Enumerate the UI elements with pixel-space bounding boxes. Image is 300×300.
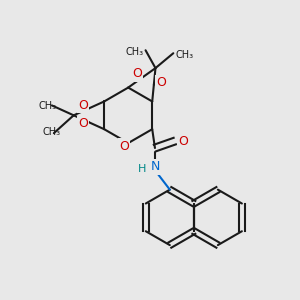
Text: O: O — [119, 140, 129, 152]
Text: CH₃: CH₃ — [39, 101, 57, 112]
Text: O: O — [178, 135, 188, 148]
Text: CH₃: CH₃ — [175, 50, 194, 60]
Text: CH₃: CH₃ — [125, 47, 144, 57]
Text: O: O — [78, 117, 88, 130]
Text: O: O — [78, 99, 88, 112]
Text: O: O — [156, 76, 166, 89]
Text: N: N — [150, 160, 160, 173]
Text: CH₃: CH₃ — [43, 127, 61, 137]
Text: O: O — [132, 68, 142, 80]
Text: H: H — [138, 164, 146, 174]
